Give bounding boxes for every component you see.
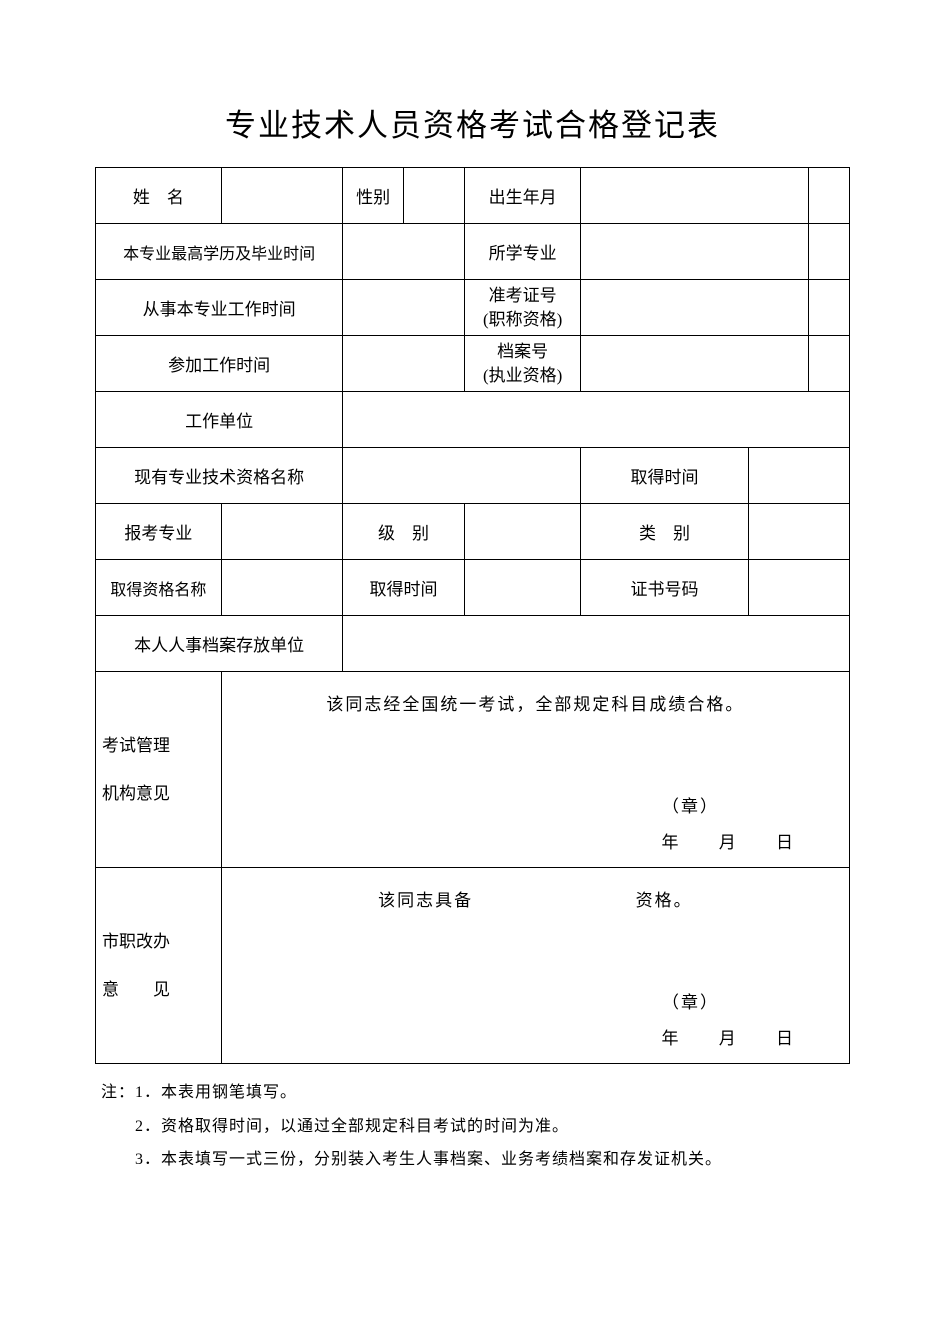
mgmt-year: 年: [662, 833, 681, 852]
value-education: [343, 224, 465, 280]
office-stamp: （章）: [662, 988, 719, 1013]
office-month: 月: [719, 1029, 738, 1048]
value-birth: [581, 168, 809, 224]
value-extra-3: [809, 280, 850, 336]
value-work-time: [343, 280, 465, 336]
value-office-opinion: 该同志具备 资格。 （章） 年 月 日: [221, 868, 849, 1064]
value-join-time: [343, 336, 465, 392]
mgmt-date: 年 月 日: [646, 828, 812, 853]
value-work-unit: [343, 392, 850, 448]
office-text-b: 资格。: [636, 891, 693, 910]
value-name: [221, 168, 343, 224]
office-day: 日: [776, 1029, 795, 1048]
label-major: 所学专业: [464, 224, 581, 280]
office-date: 年 月 日: [646, 1024, 812, 1049]
label-join-time: 参加工作时间: [96, 336, 343, 392]
office-text-a: 该同志具备: [378, 891, 473, 910]
value-extra-2: [809, 224, 850, 280]
label-work-unit: 工作单位: [96, 392, 343, 448]
notes-prefix: 注：: [101, 1076, 135, 1110]
label-file-no: 档案号 (执业资格): [464, 336, 581, 392]
value-cert-no: [748, 560, 849, 616]
label-education: 本专业最高学历及毕业时间: [96, 224, 343, 280]
mgmt-stamp: （章）: [662, 792, 719, 817]
label-office-opinion: 市职改办 意 见: [96, 868, 222, 1064]
label-mgmt-opinion: 考试管理 机构意见: [96, 672, 222, 868]
mgmt-day: 日: [776, 833, 795, 852]
label-qual-name: 取得资格名称: [96, 560, 222, 616]
value-category: [748, 504, 849, 560]
label-apply-major: 报考专业: [96, 504, 222, 560]
value-qual-time: [464, 560, 581, 616]
note-1: 1．本表用钢笔填写。: [135, 1076, 297, 1110]
label-category: 类 别: [581, 504, 748, 560]
value-major: [581, 224, 809, 280]
value-exam-no: [581, 280, 809, 336]
label-office-line2: 意 见: [102, 966, 221, 1014]
value-level: [464, 504, 581, 560]
label-exam-no: 准考证号 (职称资格): [464, 280, 581, 336]
label-name: 姓 名: [96, 168, 222, 224]
label-file-no-line2: (执业资格): [483, 366, 562, 385]
value-cur-qual: [343, 448, 581, 504]
notes-section: 注： 1．本表用钢笔填写。 注： 2．资格取得时间，以通过全部规定科目考试的时间…: [95, 1076, 850, 1177]
label-archive-unit: 本人人事档案存放单位: [96, 616, 343, 672]
registration-table: 姓 名 性别 出生年月 本专业最高学历及毕业时间 所学专业 从事本专业工作时间 …: [95, 167, 850, 1064]
label-obtain-time: 取得时间: [581, 448, 748, 504]
label-exam-no-line1: 准考证号: [489, 286, 557, 305]
note-2: 2．资格取得时间，以通过全部规定科目考试的时间为准。: [135, 1110, 569, 1144]
value-obtain-time: [748, 448, 849, 504]
value-archive-unit: [343, 616, 850, 672]
office-year: 年: [662, 1029, 681, 1048]
value-qual-name: [221, 560, 343, 616]
label-file-no-line1: 档案号: [497, 342, 548, 361]
value-extra-1: [809, 168, 850, 224]
label-cert-no: 证书号码: [581, 560, 748, 616]
mgmt-month: 月: [719, 833, 738, 852]
office-comment-text: 该同志具备 资格。: [222, 868, 849, 911]
value-extra-4: [809, 336, 850, 392]
value-file-no: [581, 336, 809, 392]
page-title: 专业技术人员资格考试合格登记表: [95, 100, 850, 145]
value-apply-major: [221, 504, 343, 560]
value-mgmt-opinion: 该同志经全国统一考试，全部规定科目成绩合格。 （章） 年 月 日: [221, 672, 849, 868]
label-exam-no-line2: (职称资格): [483, 310, 562, 329]
label-cur-qual: 现有专业技术资格名称: [96, 448, 343, 504]
value-gender: [404, 168, 465, 224]
label-work-time: 从事本专业工作时间: [96, 280, 343, 336]
label-qual-time: 取得时间: [343, 560, 465, 616]
label-mgmt-line1: 考试管理: [102, 722, 221, 770]
label-office-line1: 市职改办: [102, 918, 221, 966]
mgmt-comment-text: 该同志经全国统一考试，全部规定科目成绩合格。: [222, 672, 849, 715]
label-gender: 性别: [343, 168, 404, 224]
label-birth: 出生年月: [464, 168, 581, 224]
label-mgmt-line2: 机构意见: [102, 770, 221, 818]
label-level: 级 别: [343, 504, 465, 560]
note-3: 3．本表填写一式三份，分别装入考生人事档案、业务考绩档案和存发证机关。: [135, 1143, 722, 1177]
